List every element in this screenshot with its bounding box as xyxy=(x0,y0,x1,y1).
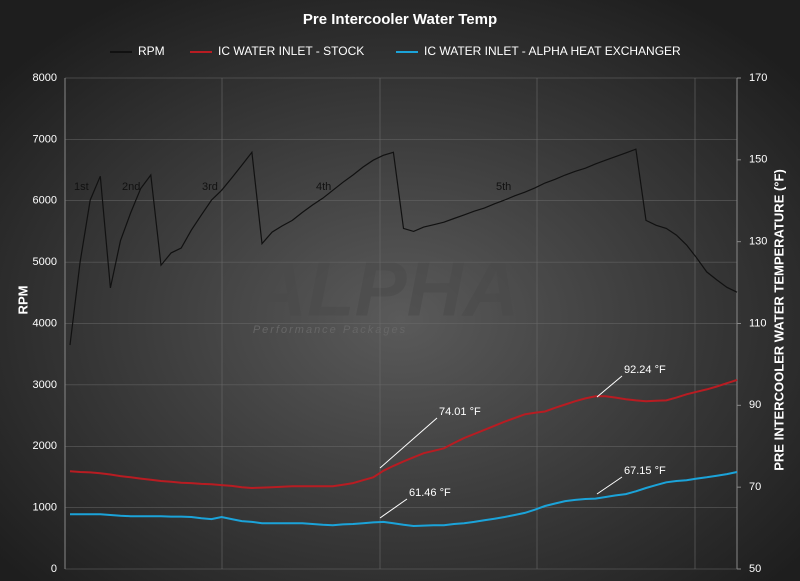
series-line xyxy=(70,471,738,528)
y2-tick-label: 150 xyxy=(749,154,767,166)
gear-label: 5th xyxy=(496,181,511,193)
callout-leader xyxy=(379,417,438,469)
y-tick-label: 5000 xyxy=(33,256,57,268)
y2-tick-label: 70 xyxy=(749,481,761,493)
callout-label: 92.24 °F xyxy=(624,364,666,376)
watermark-sub: Performance Packages xyxy=(253,324,407,336)
y-tick-label: 0 xyxy=(51,563,57,575)
callout-leader xyxy=(596,375,623,398)
callout-leader xyxy=(379,498,408,519)
y2-tick-label: 170 xyxy=(749,72,767,84)
y-tick-label: 2000 xyxy=(33,440,57,452)
gear-label: 2nd xyxy=(122,181,140,193)
y-tick-label: 8000 xyxy=(33,72,57,84)
y-tick-label: 6000 xyxy=(33,195,57,207)
y2-tick-label: 50 xyxy=(749,563,761,575)
legend-label: RPM xyxy=(138,44,165,58)
legend-label: IC WATER INLET - STOCK xyxy=(218,44,364,58)
y-tick-label: 1000 xyxy=(33,502,57,514)
y2-tick-label: 90 xyxy=(749,399,761,411)
gear-label: 3rd xyxy=(202,181,218,193)
series-line xyxy=(69,148,738,346)
y-tick-label: 4000 xyxy=(33,317,57,329)
gear-label: 1st xyxy=(74,181,89,193)
series-line xyxy=(69,379,738,490)
chart-title: Pre Intercooler Water Temp xyxy=(303,11,497,28)
y2-tick-label: 130 xyxy=(749,236,767,248)
legend-label: IC WATER INLET - ALPHA HEAT EXCHANGER xyxy=(424,44,681,58)
y-axis-title: RPM xyxy=(15,286,30,315)
y2-axis-title: PRE INTERCOOLER WATER TEMPERATURE (°F) xyxy=(771,169,786,471)
watermark: ALPHA xyxy=(249,245,520,333)
y-tick-label: 3000 xyxy=(33,379,57,391)
callout-label: 67.15 °F xyxy=(624,465,666,477)
y-tick-label: 7000 xyxy=(33,133,57,145)
callout-label: 74.01 °F xyxy=(439,406,481,418)
callout-label: 61.46 °F xyxy=(409,487,451,499)
gear-label: 4th xyxy=(316,181,331,193)
callout-leader xyxy=(596,476,623,495)
y2-tick-label: 110 xyxy=(749,317,767,329)
